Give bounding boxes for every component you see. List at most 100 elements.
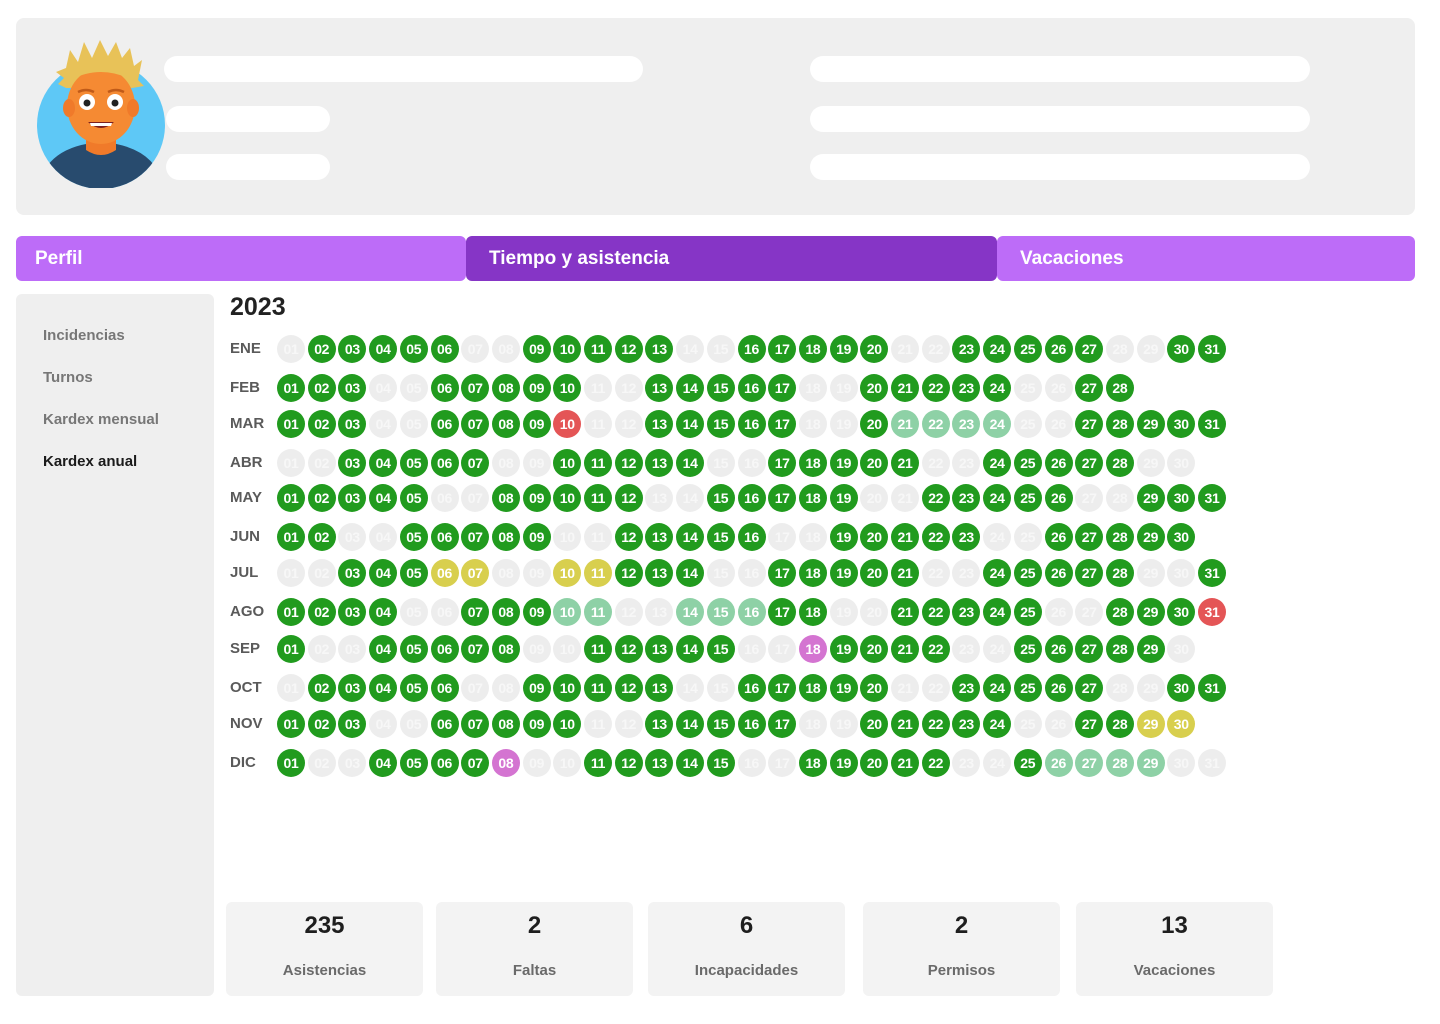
day-cell[interactable]: 29 bbox=[1136, 484, 1165, 512]
day-cell[interactable]: 14 bbox=[676, 710, 705, 738]
day-cell[interactable]: 13 bbox=[645, 484, 674, 512]
day-cell[interactable]: 13 bbox=[645, 410, 674, 438]
day-cell[interactable]: 10 bbox=[553, 749, 582, 777]
day-cell[interactable]: 20 bbox=[860, 484, 889, 512]
day-cell[interactable]: 12 bbox=[614, 523, 643, 551]
day-cell[interactable]: 25 bbox=[1013, 598, 1042, 626]
tab-vacaciones[interactable]: Vacaciones bbox=[997, 236, 1415, 281]
day-cell[interactable]: 05 bbox=[399, 598, 428, 626]
day-cell[interactable]: 08 bbox=[491, 523, 520, 551]
day-cell[interactable]: 25 bbox=[1013, 410, 1042, 438]
day-cell[interactable]: 23 bbox=[952, 523, 981, 551]
day-cell[interactable]: 31 bbox=[1198, 598, 1226, 626]
sidebar-item-kardex-anual[interactable]: Kardex anual bbox=[43, 453, 138, 470]
day-cell[interactable]: 24 bbox=[983, 335, 1012, 363]
day-cell[interactable]: 28 bbox=[1105, 635, 1134, 663]
day-cell[interactable]: 19 bbox=[829, 335, 858, 363]
day-cell[interactable]: 29 bbox=[1136, 335, 1165, 363]
day-cell[interactable]: 10 bbox=[553, 374, 582, 402]
day-cell[interactable]: 16 bbox=[737, 710, 766, 738]
day-cell[interactable]: 15 bbox=[706, 410, 735, 438]
day-cell[interactable]: 05 bbox=[399, 559, 428, 587]
day-cell[interactable]: 30 bbox=[1167, 559, 1196, 587]
day-cell[interactable]: 11 bbox=[584, 374, 612, 402]
day-cell[interactable]: 27 bbox=[1075, 410, 1104, 438]
day-cell[interactable]: 21 bbox=[891, 749, 919, 777]
day-cell[interactable]: 26 bbox=[1044, 374, 1073, 402]
day-cell[interactable]: 12 bbox=[614, 410, 643, 438]
day-cell[interactable]: 15 bbox=[706, 374, 735, 402]
day-cell[interactable]: 15 bbox=[706, 449, 735, 477]
day-cell[interactable]: 07 bbox=[461, 749, 490, 777]
day-cell[interactable]: 28 bbox=[1105, 449, 1134, 477]
day-cell[interactable]: 08 bbox=[491, 598, 520, 626]
day-cell[interactable]: 27 bbox=[1075, 710, 1104, 738]
day-cell[interactable]: 29 bbox=[1136, 449, 1165, 477]
day-cell[interactable]: 14 bbox=[676, 523, 705, 551]
day-cell[interactable]: 28 bbox=[1105, 559, 1134, 587]
day-cell[interactable]: 19 bbox=[829, 635, 858, 663]
day-cell[interactable]: 31 bbox=[1198, 335, 1226, 363]
day-cell[interactable]: 27 bbox=[1075, 484, 1104, 512]
day-cell[interactable]: 17 bbox=[768, 635, 797, 663]
day-cell[interactable]: 31 bbox=[1198, 749, 1226, 777]
day-cell[interactable]: 06 bbox=[430, 598, 459, 626]
day-cell[interactable]: 12 bbox=[614, 374, 643, 402]
day-cell[interactable]: 07 bbox=[461, 484, 490, 512]
day-cell[interactable]: 22 bbox=[921, 635, 950, 663]
day-cell[interactable]: 12 bbox=[614, 484, 643, 512]
day-cell[interactable]: 27 bbox=[1075, 559, 1104, 587]
day-cell[interactable]: 12 bbox=[614, 749, 643, 777]
day-cell[interactable]: 27 bbox=[1075, 335, 1104, 363]
day-cell[interactable]: 03 bbox=[338, 674, 367, 702]
day-cell[interactable]: 12 bbox=[614, 559, 643, 587]
day-cell[interactable]: 13 bbox=[645, 559, 674, 587]
day-cell[interactable]: 16 bbox=[737, 523, 766, 551]
day-cell[interactable]: 15 bbox=[706, 559, 735, 587]
day-cell[interactable]: 17 bbox=[768, 674, 797, 702]
day-cell[interactable]: 14 bbox=[676, 598, 705, 626]
day-cell[interactable]: 19 bbox=[829, 598, 858, 626]
day-cell[interactable]: 29 bbox=[1136, 598, 1165, 626]
day-cell[interactable]: 27 bbox=[1075, 598, 1104, 626]
day-cell[interactable]: 22 bbox=[921, 484, 950, 512]
day-cell[interactable]: 10 bbox=[553, 674, 582, 702]
day-cell[interactable]: 01 bbox=[277, 598, 305, 626]
day-cell[interactable]: 02 bbox=[307, 710, 336, 738]
day-cell[interactable]: 28 bbox=[1105, 410, 1134, 438]
day-cell[interactable]: 06 bbox=[430, 749, 459, 777]
day-cell[interactable]: 11 bbox=[584, 523, 612, 551]
day-cell[interactable]: 19 bbox=[829, 523, 858, 551]
day-cell[interactable]: 25 bbox=[1013, 335, 1042, 363]
day-cell[interactable]: 03 bbox=[338, 449, 367, 477]
day-cell[interactable]: 02 bbox=[307, 335, 336, 363]
day-cell[interactable]: 24 bbox=[983, 674, 1012, 702]
day-cell[interactable]: 27 bbox=[1075, 749, 1104, 777]
day-cell[interactable]: 09 bbox=[522, 523, 551, 551]
day-cell[interactable]: 21 bbox=[891, 523, 919, 551]
day-cell[interactable]: 18 bbox=[798, 523, 827, 551]
day-cell[interactable]: 17 bbox=[768, 484, 797, 512]
day-cell[interactable]: 03 bbox=[338, 374, 367, 402]
day-cell[interactable]: 06 bbox=[430, 523, 459, 551]
day-cell[interactable]: 29 bbox=[1136, 523, 1165, 551]
day-cell[interactable]: 26 bbox=[1044, 598, 1073, 626]
day-cell[interactable]: 17 bbox=[768, 559, 797, 587]
day-cell[interactable]: 02 bbox=[307, 523, 336, 551]
day-cell[interactable]: 19 bbox=[829, 749, 858, 777]
day-cell[interactable]: 06 bbox=[430, 374, 459, 402]
day-cell[interactable]: 03 bbox=[338, 710, 367, 738]
day-cell[interactable]: 01 bbox=[277, 674, 305, 702]
day-cell[interactable]: 22 bbox=[921, 449, 950, 477]
day-cell[interactable]: 08 bbox=[491, 335, 520, 363]
day-cell[interactable]: 03 bbox=[338, 559, 367, 587]
day-cell[interactable]: 21 bbox=[891, 374, 919, 402]
day-cell[interactable]: 10 bbox=[553, 484, 582, 512]
day-cell[interactable]: 08 bbox=[491, 674, 520, 702]
day-cell[interactable]: 31 bbox=[1198, 410, 1226, 438]
day-cell[interactable]: 20 bbox=[860, 523, 889, 551]
day-cell[interactable]: 28 bbox=[1105, 749, 1134, 777]
day-cell[interactable]: 15 bbox=[706, 335, 735, 363]
day-cell[interactable]: 19 bbox=[829, 484, 858, 512]
day-cell[interactable]: 07 bbox=[461, 410, 490, 438]
